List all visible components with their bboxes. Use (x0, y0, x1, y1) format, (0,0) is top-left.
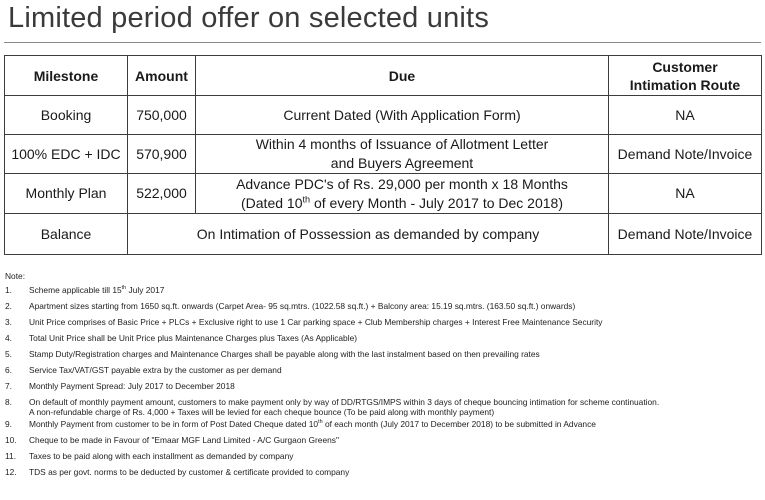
due-merged-cell: On Intimation of Possession as demanded … (127, 213, 609, 255)
table-header-row: Milestone Amount Due Customer Intimation… (4, 55, 762, 96)
note-number: 4. (5, 333, 12, 343)
note-number: 9. (5, 419, 12, 429)
note-text: Apartment sizes starting from 1650 sq.ft… (29, 301, 576, 311)
title-divider (4, 42, 761, 43)
due-line2: and Buyers Agreement (330, 155, 474, 171)
note-item: 6. Service Tax/VAT/GST payable extra by … (5, 365, 761, 381)
note-text-line2: A non-refundable charge of Rs. 4,000 + T… (29, 407, 495, 417)
due-cell: Advance PDC's of Rs. 29,000 per month x … (195, 173, 609, 214)
milestone-cell: 100% EDC + IDC (4, 134, 128, 174)
note-item: 11. Taxes to be paid along with each ins… (5, 451, 761, 467)
header-route-line2: Intimation Route (629, 76, 741, 93)
amount-cell: 570,900 (127, 134, 196, 174)
notes-label: Note: (5, 271, 26, 281)
amount-cell: 522,000 (127, 173, 196, 214)
note-item: 4. Total Unit Price shall be Unit Price … (5, 333, 761, 349)
note-item: 10. Cheque to be made in Favour of "Emaa… (5, 435, 761, 451)
due-cell: Current Dated (With Application Form) (195, 95, 609, 135)
note-item: 9. Monthly Payment from customer to be i… (5, 419, 761, 435)
route-cell: NA (608, 173, 762, 214)
table-row: Booking 750,000 Current Dated (With Appl… (4, 95, 762, 135)
note-number: 3. (5, 317, 12, 327)
note-text: Cheque to be made in Favour of "Emaar MG… (29, 435, 339, 445)
note-item: 2. Apartment sizes starting from 1650 sq… (5, 301, 761, 317)
page-title: Limited period offer on selected units (8, 2, 490, 34)
note-text: Monthly Payment Spread: July 2017 to Dec… (29, 381, 235, 391)
note-text: Scheme applicable till 15th July 2017 (29, 285, 165, 295)
header-route-line1: Customer (652, 58, 718, 75)
note-text: Service Tax/VAT/GST payable extra by the… (29, 365, 282, 375)
note-item: 1. Scheme applicable till 15th July 2017 (5, 285, 761, 301)
notes-section: Note: 1. Scheme applicable till 15th Jul… (5, 271, 761, 483)
header-milestone: Milestone (4, 55, 128, 96)
note-number: 1. (5, 285, 12, 295)
note-number: 10. (5, 435, 17, 445)
note-number: 6. (5, 365, 12, 375)
milestone-cell: Booking (4, 95, 128, 135)
route-cell: NA (608, 95, 762, 135)
header-due: Due (195, 55, 609, 96)
note-text: Taxes to be paid along with each install… (29, 451, 294, 461)
payment-plan-table: Milestone Amount Due Customer Intimation… (4, 55, 762, 255)
note-text: Unit Price comprises of Basic Price + PL… (29, 317, 603, 327)
note-item: 5. Stamp Duty/Registration charges and M… (5, 349, 761, 365)
note-number: 8. (5, 397, 12, 407)
note-text: Total Unit Price shall be Unit Price plu… (29, 333, 358, 343)
note-number: 12. (5, 467, 17, 477)
due-line1: Advance PDC's of Rs. 29,000 per month x … (236, 175, 568, 192)
due-line2: (Dated 10th of every Month - July 2017 t… (241, 193, 563, 211)
table-row: Monthly Plan 522,000 Advance PDC's of Rs… (4, 173, 762, 214)
amount-cell: 750,000 (127, 95, 196, 135)
route-cell: Demand Note/Invoice (608, 213, 762, 255)
note-item: 8. On default of monthly payment amount,… (5, 397, 761, 419)
due-line1: Within 4 months of Issuance of Allotment… (255, 136, 549, 152)
note-number: 11. (5, 451, 17, 461)
note-text-line1: On default of monthly payment amount, cu… (29, 397, 660, 407)
table-row: Balance On Intimation of Possession as d… (4, 213, 762, 255)
route-cell: Demand Note/Invoice (608, 134, 762, 174)
header-intimation-route: Customer Intimation Route (608, 55, 762, 96)
note-number: 2. (5, 301, 12, 311)
milestone-cell: Balance (4, 213, 128, 255)
due-cell: Within 4 months of Issuance of Allotment… (195, 134, 609, 174)
note-number: 7. (5, 381, 12, 391)
note-item: 7. Monthly Payment Spread: July 2017 to … (5, 381, 761, 397)
note-item: 3. Unit Price comprises of Basic Price +… (5, 317, 761, 333)
note-item: 12. TDS as per govt. norms to be deducte… (5, 467, 761, 483)
table-row: 100% EDC + IDC 570,900 Within 4 months o… (4, 134, 762, 174)
header-amount: Amount (127, 55, 196, 96)
note-text: TDS as per govt. norms to be deducted by… (29, 467, 350, 477)
milestone-cell: Monthly Plan (4, 173, 128, 214)
note-text: Monthly Payment from customer to be in f… (29, 419, 596, 429)
note-number: 5. (5, 349, 12, 359)
note-text: Stamp Duty/Registration charges and Main… (29, 349, 540, 359)
